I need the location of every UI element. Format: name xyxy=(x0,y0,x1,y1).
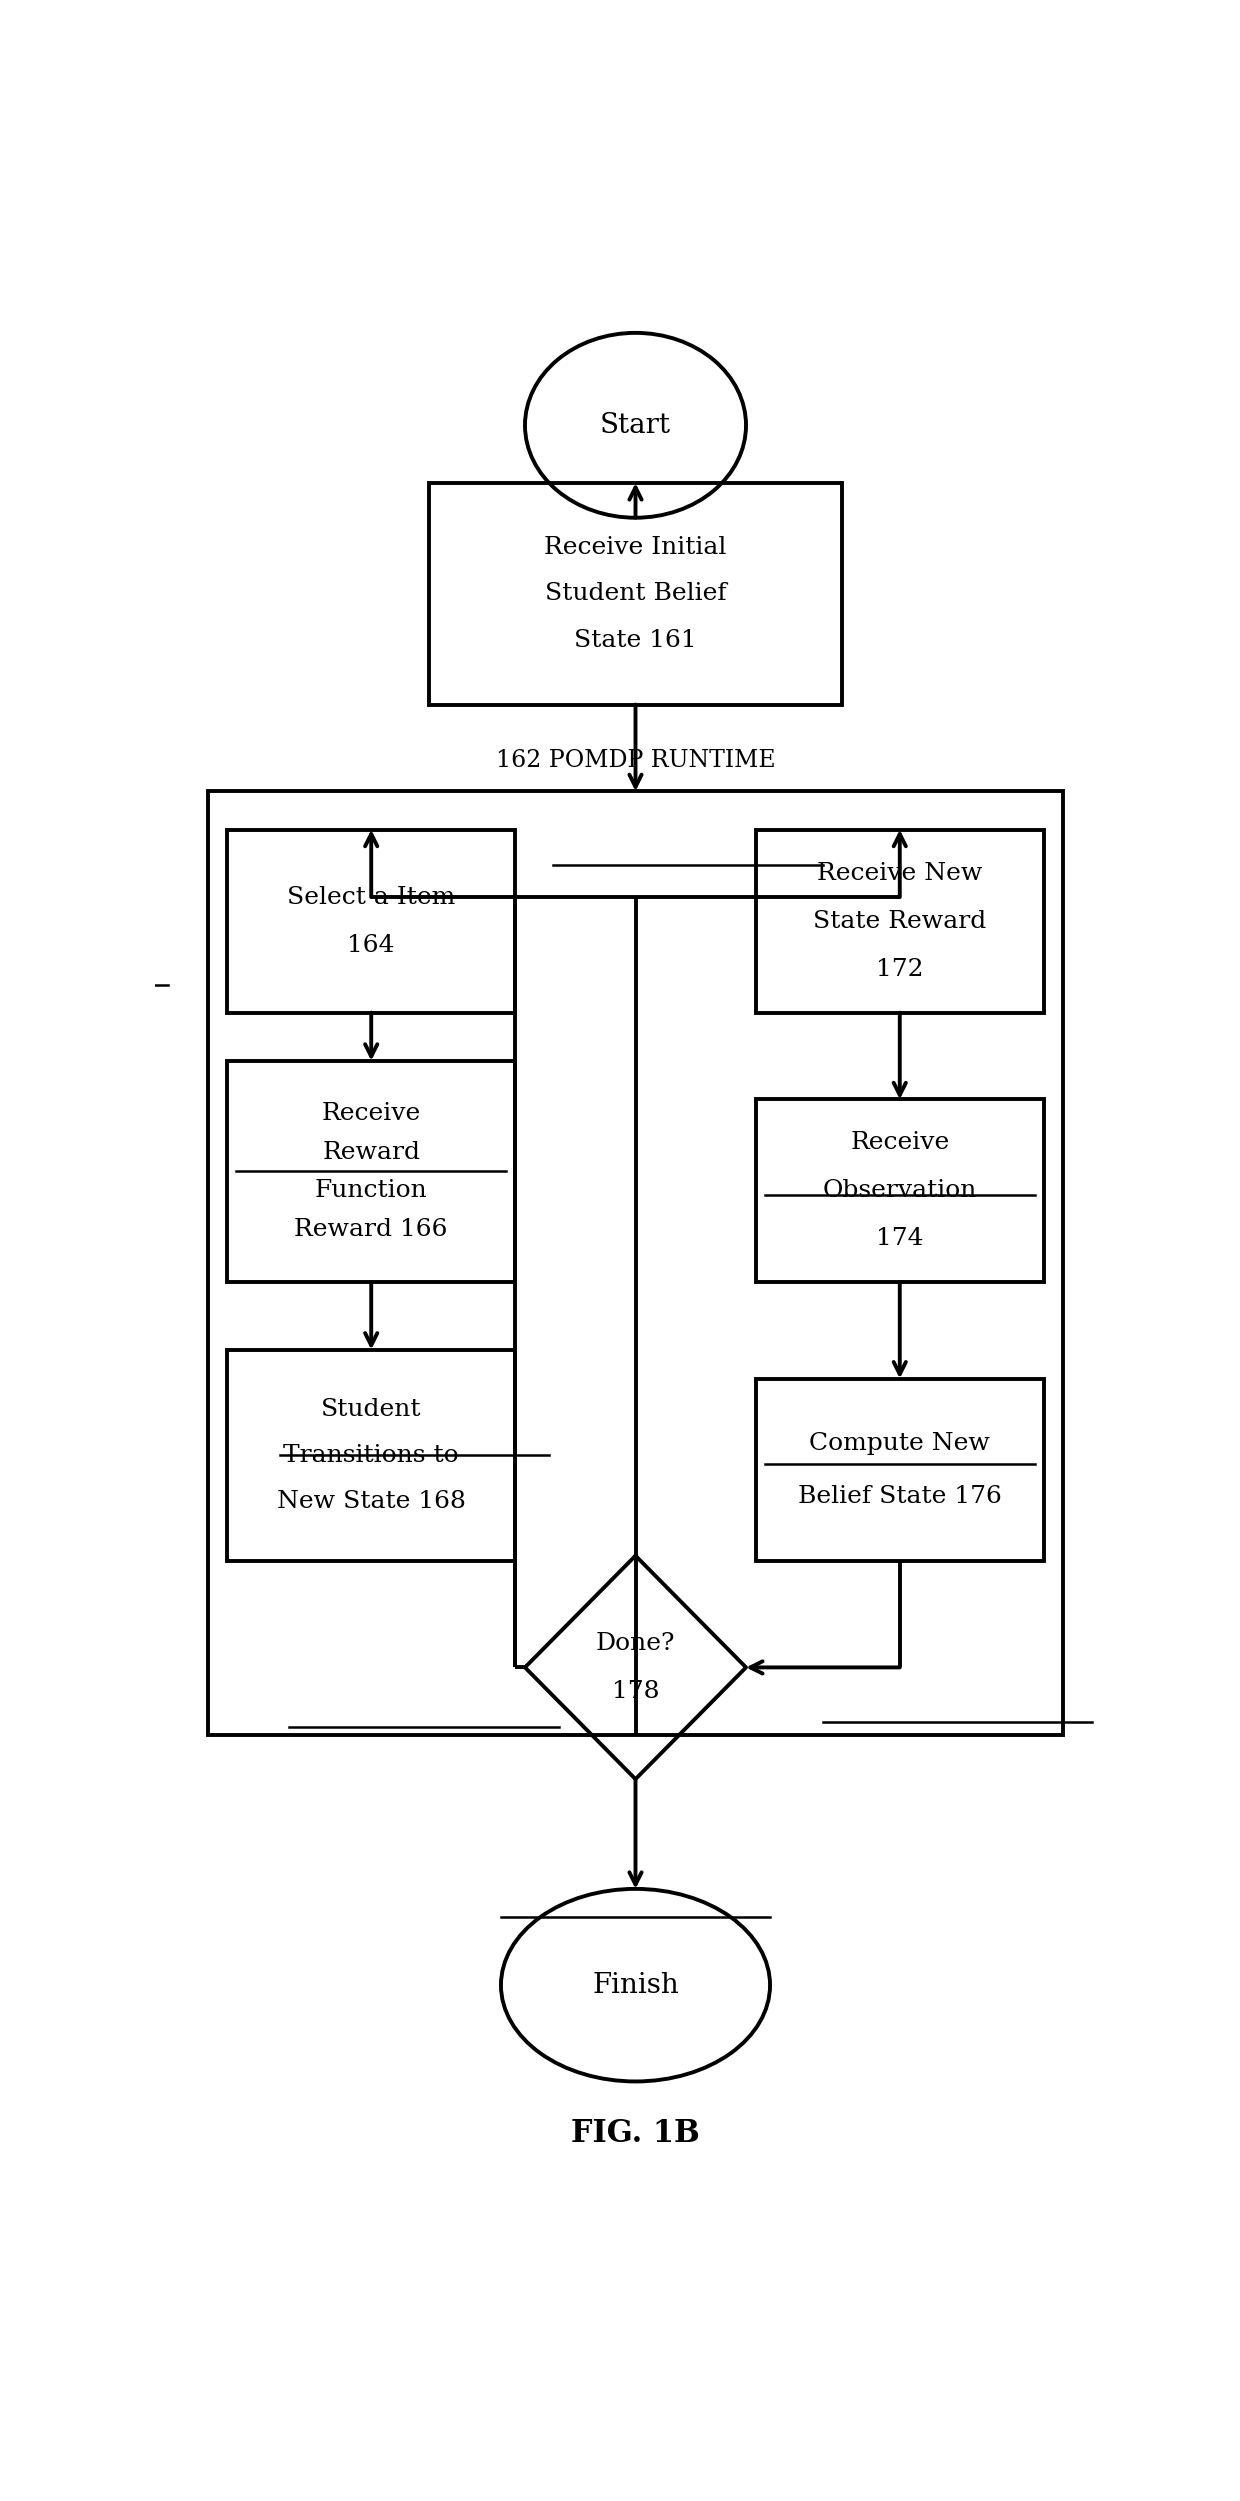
Bar xyxy=(755,1378,1044,1561)
Text: 162 POMDP RUNTIME: 162 POMDP RUNTIME xyxy=(496,748,775,773)
Text: Compute New: Compute New xyxy=(810,1431,991,1456)
Bar xyxy=(227,1060,516,1283)
Text: Reward 166: Reward 166 xyxy=(294,1218,448,1240)
Text: Receive Initial: Receive Initial xyxy=(544,535,727,560)
Text: Receive New: Receive New xyxy=(817,860,982,885)
Text: Select a Item: Select a Item xyxy=(288,885,455,908)
Bar xyxy=(755,1100,1044,1283)
Text: Finish: Finish xyxy=(593,1971,678,1998)
Text: 178: 178 xyxy=(611,1681,660,1703)
Text: 164: 164 xyxy=(347,933,396,958)
Text: Function: Function xyxy=(315,1180,428,1203)
Text: Reward: Reward xyxy=(322,1140,420,1163)
Text: Transitions to: Transitions to xyxy=(284,1443,459,1468)
Text: Start: Start xyxy=(600,413,671,438)
Text: FIG. 1B: FIG. 1B xyxy=(572,2118,699,2148)
Text: State 161: State 161 xyxy=(574,628,697,653)
Text: State Reward: State Reward xyxy=(813,910,986,933)
Text: Done?: Done? xyxy=(595,1631,676,1656)
Text: Student: Student xyxy=(321,1398,422,1421)
Bar xyxy=(429,483,842,705)
Bar xyxy=(227,1351,516,1561)
Bar xyxy=(227,830,516,1013)
Text: Belief State 176: Belief State 176 xyxy=(797,1486,1002,1508)
Bar xyxy=(208,790,1063,1736)
Text: 172: 172 xyxy=(875,958,924,980)
Text: Receive: Receive xyxy=(851,1130,950,1153)
Text: New State 168: New State 168 xyxy=(277,1491,466,1513)
Text: 174: 174 xyxy=(875,1228,924,1250)
Text: Receive: Receive xyxy=(321,1103,420,1125)
Text: Student Belief: Student Belief xyxy=(544,583,727,605)
Bar xyxy=(755,830,1044,1013)
Text: Observation: Observation xyxy=(822,1180,977,1203)
